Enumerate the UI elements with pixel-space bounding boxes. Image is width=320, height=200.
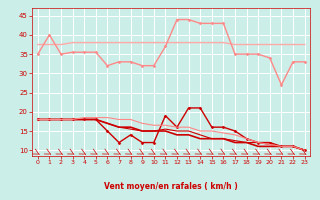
X-axis label: Vent moyen/en rafales ( km/h ): Vent moyen/en rafales ( km/h ) — [104, 182, 238, 191]
